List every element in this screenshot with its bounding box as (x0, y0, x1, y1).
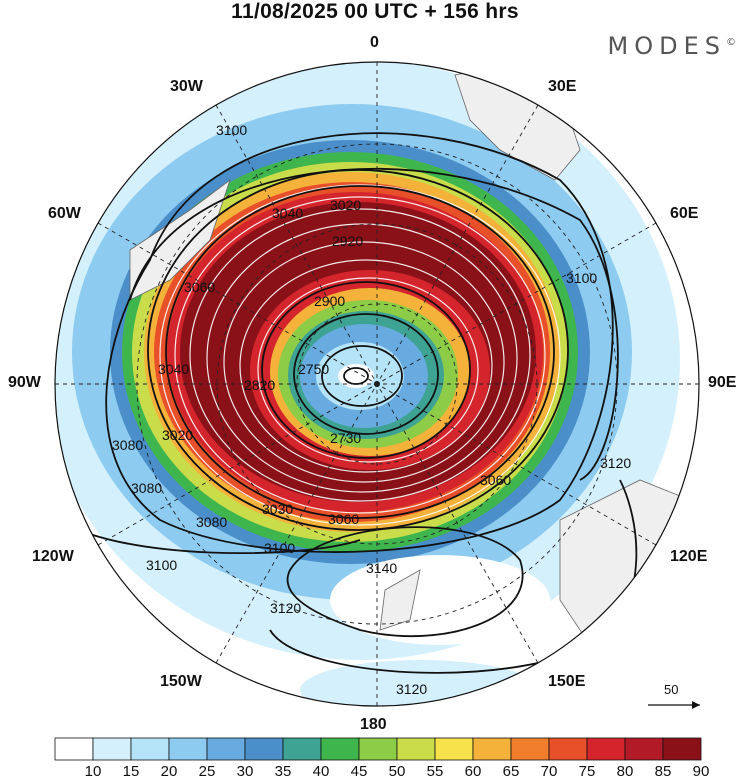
contour-label: 3060 (184, 279, 215, 295)
lon-label-180: 180 (360, 716, 387, 733)
colorbar-swatch (130, 737, 170, 761)
polar-map: 3100 3040 3020 2920 3060 3100 2900 2750 … (54, 61, 700, 709)
colorbar-swatch (54, 737, 94, 761)
wind-vectors (159, 184, 561, 526)
colorbar-swatch (282, 737, 322, 761)
colorbar-tick-label: 15 (122, 763, 140, 780)
colorbar-tick-label: 45 (350, 763, 368, 780)
colorbar-swatch (206, 737, 246, 761)
contour-label: 2730 (330, 430, 361, 446)
contour-label: 3020 (162, 427, 193, 443)
colorbar-swatch (510, 737, 550, 761)
contour-label: 3100 (264, 540, 295, 556)
colorbar-tick-label: 65 (502, 763, 520, 780)
new-zealand (379, 569, 421, 631)
contour-label: 3140 (366, 560, 397, 576)
contour-label: 3100 (566, 270, 597, 286)
contour-label: 2920 (332, 233, 363, 249)
colorbar-tick-label: 20 (160, 763, 178, 780)
colorbar (54, 737, 702, 761)
contour-label-group: 3100 3040 3020 2920 3060 3100 2900 2750 … (112, 122, 631, 697)
colorbar-swatch (92, 737, 132, 761)
colorbar-swatch (396, 737, 436, 761)
colorbar-tick-label: 40 (312, 763, 330, 780)
colorbar-tick-label: 75 (578, 763, 596, 780)
wind-scale-label: 50 (664, 682, 679, 697)
lon-label-0: 0 (370, 34, 379, 51)
colorbar-swatch (320, 737, 360, 761)
brand-name: MODES (607, 32, 726, 60)
contour-label: 2750 (298, 361, 329, 377)
lon-label-30e: 30E (548, 78, 577, 95)
lon-label-90w: 90W (8, 374, 41, 391)
colorbar-tick-label: 70 (540, 763, 558, 780)
colorbar-tick-label: 85 (654, 763, 672, 780)
colorbar-tick-label: 10 (84, 763, 102, 780)
colorbar-tick-label: 90 (692, 763, 710, 780)
contour-label: 3120 (270, 600, 301, 616)
contour-label: 3030 (262, 501, 293, 517)
contour-label: 3100 (216, 122, 247, 138)
map-title: 11/08/2025 00 UTC + 156 hrs (231, 0, 519, 23)
brand-logo: MODES© (608, 32, 736, 60)
contour-label: 3120 (396, 681, 427, 697)
brand-mark: © (726, 37, 736, 48)
contour-label: 3080 (196, 514, 227, 530)
colorbar-swatch (434, 737, 474, 761)
lon-label-120e: 120E (670, 548, 708, 565)
contour-label: 3120 (600, 455, 631, 471)
lon-label-150w: 150W (160, 673, 202, 690)
colorbar-tick-label: 25 (198, 763, 216, 780)
colorbar-tick-label: 50 (388, 763, 406, 780)
colorbar-swatch (624, 737, 664, 761)
contour-label: 2820 (244, 377, 275, 393)
contour-label: 3100 (146, 557, 177, 573)
lon-label-60w: 60W (48, 205, 81, 222)
wind-scale-arrow (648, 701, 700, 709)
graticule (55, 62, 699, 706)
contour-label: 3080 (131, 480, 162, 496)
lon-label-150e: 150E (548, 673, 586, 690)
colorbar-swatch (244, 737, 284, 761)
colorbar-tick-label: 55 (426, 763, 444, 780)
colorbar-swatch (548, 737, 588, 761)
map-border (54, 61, 700, 707)
contour-label: 2900 (314, 293, 345, 309)
contour-label: 3060 (328, 511, 359, 527)
colorbar-tick-label: 80 (616, 763, 634, 780)
colorbar-swatch (358, 737, 398, 761)
contour-label: 3040 (158, 361, 189, 377)
colorbar-swatch (472, 737, 512, 761)
lon-label-90e: 90E (708, 374, 737, 391)
colorbar-swatch (662, 737, 702, 761)
contour-label: 3080 (112, 437, 143, 453)
colorbar-tick-label: 35 (274, 763, 292, 780)
contour-label: 3020 (330, 197, 361, 213)
contour-label: 3060 (480, 472, 511, 488)
lon-label-30w: 30W (170, 78, 203, 95)
colorbar-swatch (168, 737, 208, 761)
lon-label-60e: 60E (670, 205, 699, 222)
colorbar-swatch (586, 737, 626, 761)
colorbar-tick-label: 30 (236, 763, 254, 780)
lon-label-120w: 120W (32, 548, 74, 565)
contour-label: 3040 (272, 205, 303, 221)
colorbar-tick-label: 60 (464, 763, 482, 780)
